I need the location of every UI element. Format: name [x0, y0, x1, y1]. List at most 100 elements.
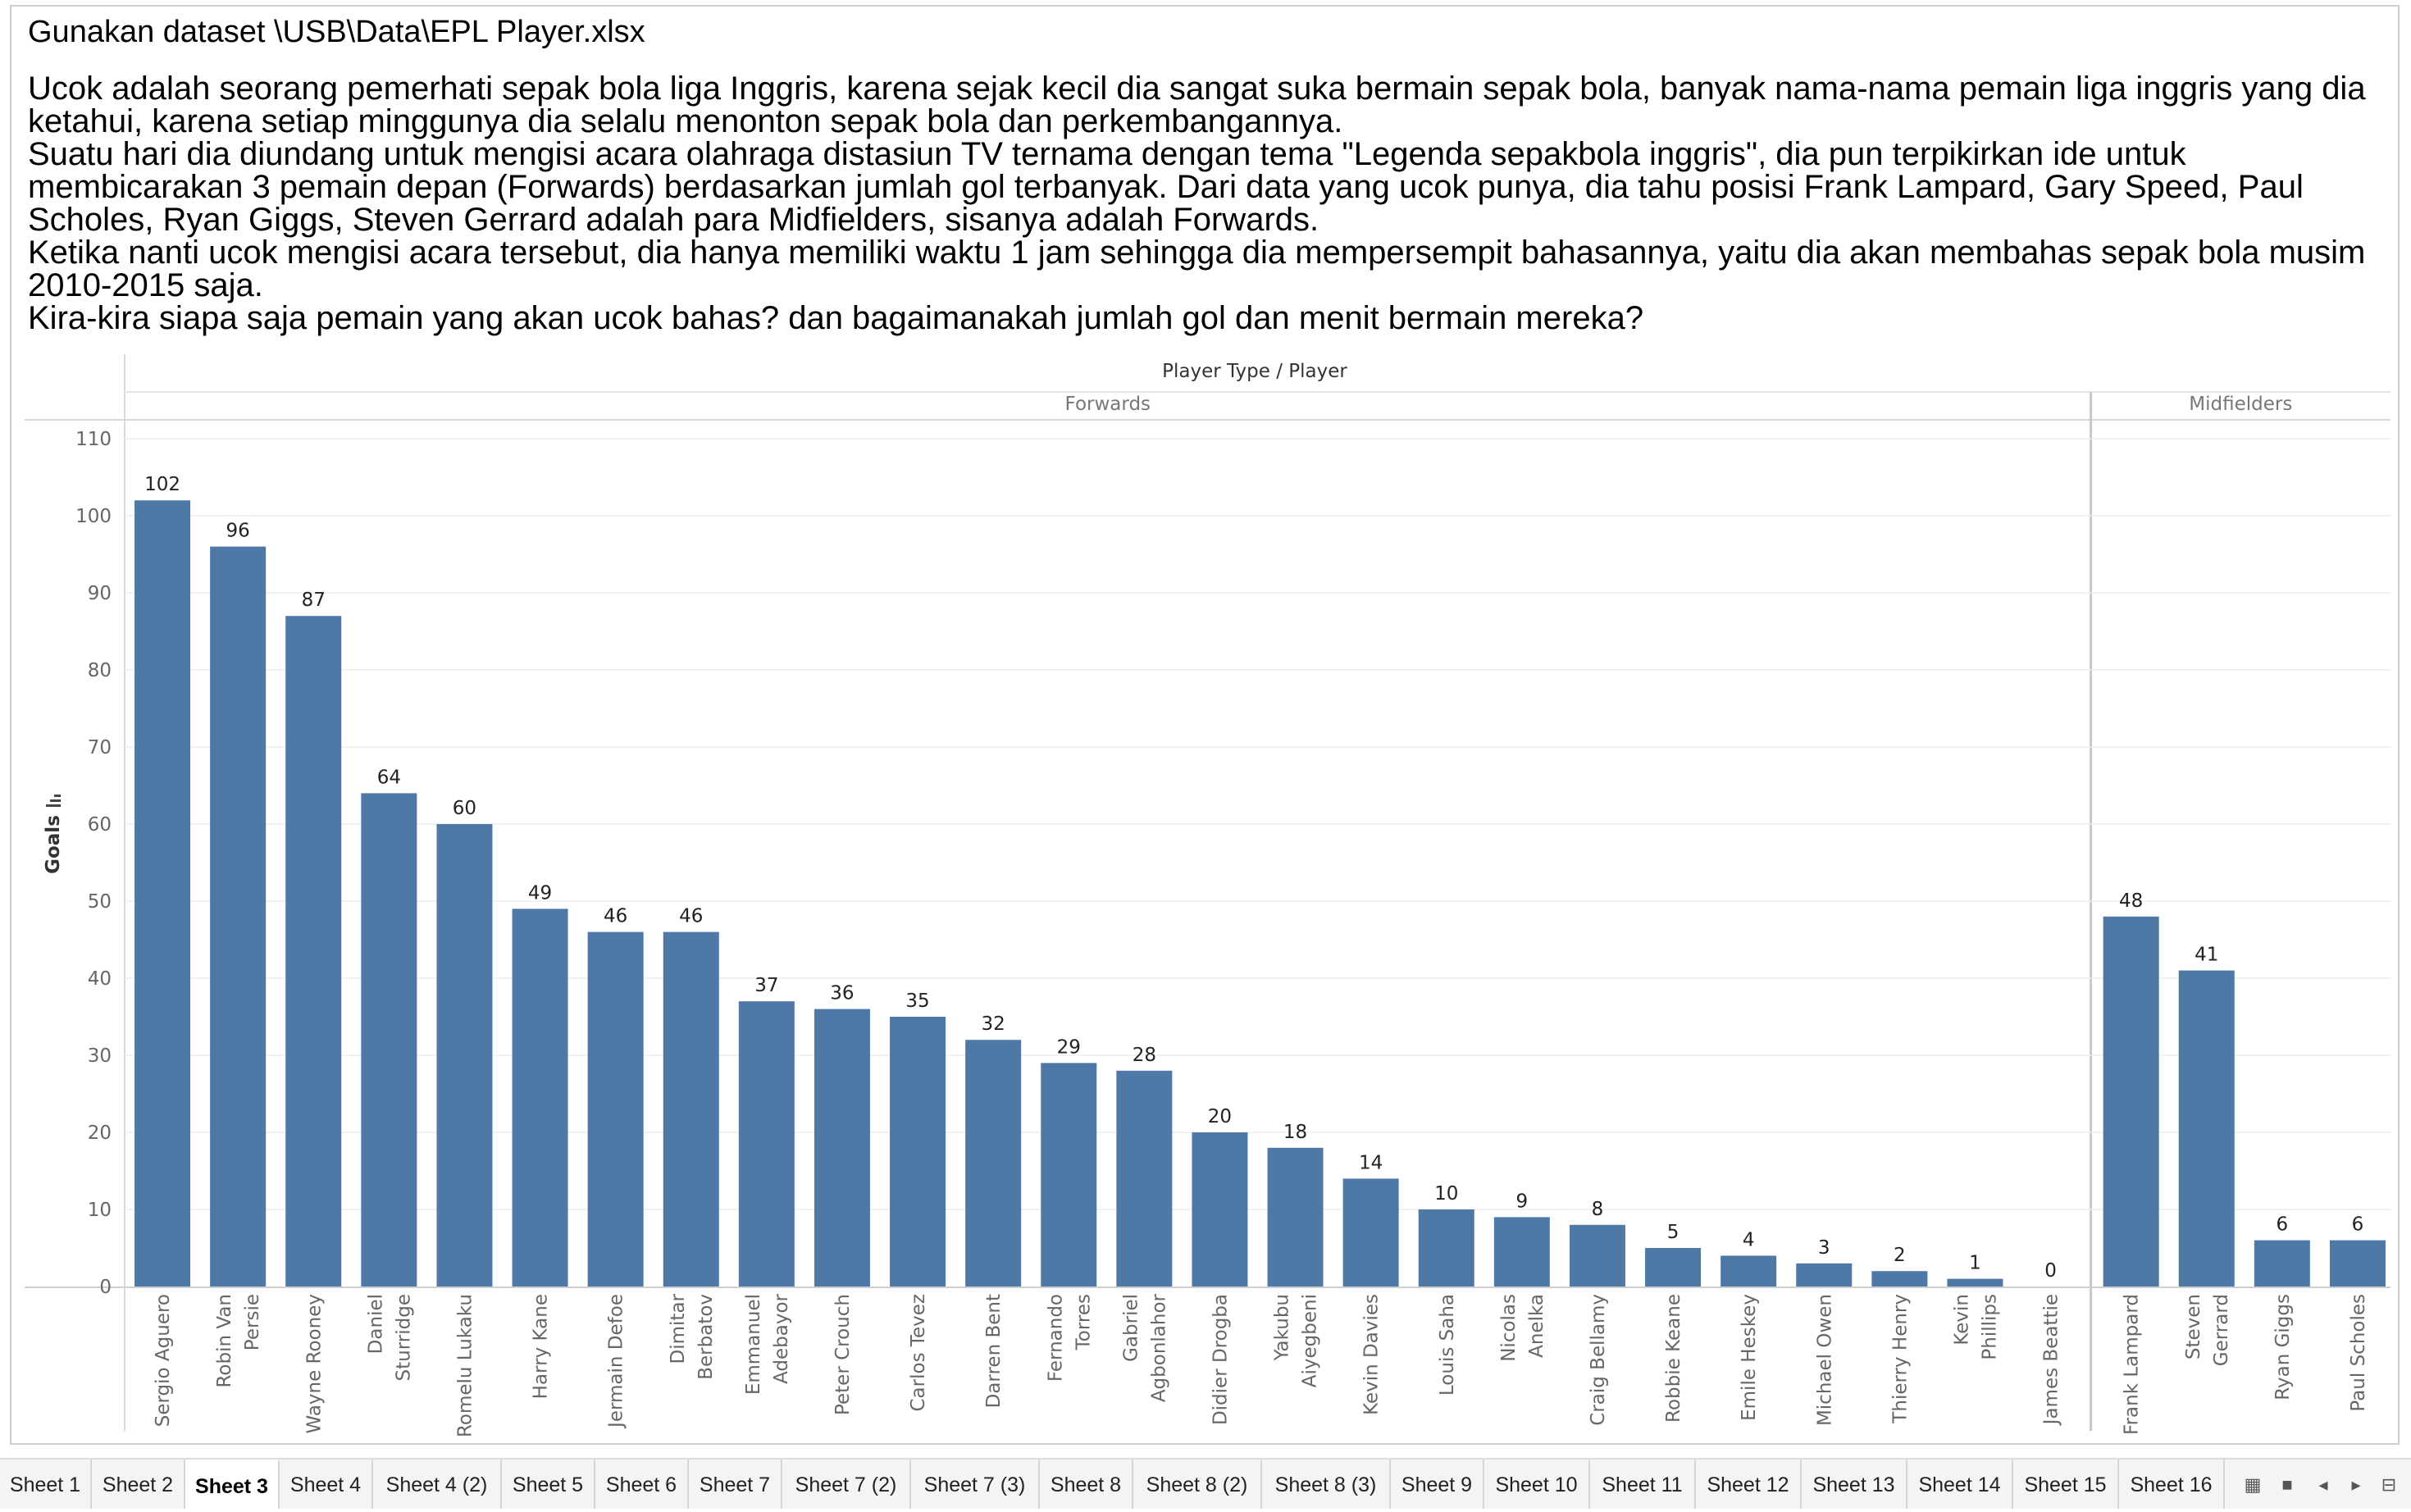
x-tick-label[interactable]: Kevin Davies	[1361, 1294, 1383, 1415]
group-header-forwards[interactable]: Forwards	[1065, 394, 1151, 415]
sheet-tab[interactable]: Sheet 8 (3)	[1262, 1460, 1391, 1509]
sheet-tab[interactable]: Sheet 4 (2)	[373, 1460, 502, 1509]
x-tick-label[interactable]: Harry Kane	[531, 1294, 552, 1399]
x-tick-label[interactable]: Robbie Keane	[1663, 1294, 1684, 1423]
x-tick-label[interactable]: Sturridge	[393, 1294, 414, 1381]
x-tick-label[interactable]: Kevin	[1951, 1294, 1972, 1346]
bar[interactable]	[2103, 916, 2159, 1287]
bar[interactable]	[1418, 1209, 1474, 1287]
sheet-tab[interactable]: Sheet 2	[92, 1460, 185, 1509]
x-tick-label[interactable]: Emile Heskey	[1739, 1294, 1760, 1421]
x-tick-label[interactable]: Jermain Defoe	[606, 1294, 627, 1429]
x-tick-label[interactable]: Steven	[2183, 1294, 2204, 1359]
x-tick-label[interactable]: Persie	[242, 1294, 263, 1350]
bar[interactable]	[1116, 1070, 1173, 1287]
sheet-tab[interactable]: Sheet 1	[0, 1460, 92, 1509]
x-tick-label[interactable]: Thierry Henry	[1889, 1294, 1911, 1424]
bar[interactable]	[1947, 1278, 2003, 1287]
x-tick-label[interactable]: Romelu Lukaku	[454, 1294, 476, 1437]
sheet-tab[interactable]: Sheet 8 (2)	[1133, 1460, 1262, 1509]
bar[interactable]	[1192, 1132, 1248, 1287]
grid-view-icon[interactable]: ▦	[2244, 1474, 2262, 1495]
x-tick-label[interactable]: Torres	[1073, 1294, 1094, 1350]
x-tick-label[interactable]: Aiyegbeni	[1300, 1294, 1321, 1387]
bar[interactable]	[2178, 970, 2235, 1287]
group-header-midfielders[interactable]: Midfielders	[2189, 394, 2292, 415]
sheet-tab[interactable]: Sheet 7	[689, 1460, 782, 1509]
bar[interactable]	[210, 546, 267, 1287]
x-tick-label[interactable]: Craig Bellamy	[1588, 1294, 1609, 1426]
x-tick-label[interactable]: Agbonlahor	[1148, 1293, 1169, 1402]
x-tick-label[interactable]: Berbatov	[695, 1294, 717, 1380]
x-tick-label[interactable]: Adebayor	[771, 1293, 792, 1383]
x-tick-label[interactable]: Carlos Tevez	[908, 1294, 929, 1412]
bar[interactable]	[2329, 1240, 2386, 1287]
bar[interactable]	[738, 1001, 795, 1287]
bar[interactable]	[1871, 1271, 1928, 1287]
sheet-tab[interactable]: Sheet 12	[1696, 1460, 1802, 1509]
bar[interactable]	[1645, 1248, 1702, 1287]
x-tick-label[interactable]: Emmanuel	[743, 1294, 764, 1395]
x-tick-label[interactable]: Daniel	[365, 1294, 386, 1354]
bar[interactable]	[1796, 1263, 1853, 1287]
x-tick-label[interactable]: Paul Scholes	[2348, 1294, 2369, 1412]
bar[interactable]	[587, 931, 644, 1287]
x-tick-label[interactable]: Michael Owen	[1814, 1294, 1835, 1426]
bar[interactable]	[663, 931, 719, 1287]
bar[interactable]	[1721, 1255, 1777, 1287]
sheet-tab[interactable]: Sheet 4	[280, 1460, 373, 1509]
bar[interactable]	[285, 616, 342, 1287]
x-tick-label[interactable]: Phillips	[1979, 1294, 2000, 1360]
sheet-tab[interactable]: Sheet 6	[595, 1460, 689, 1509]
sheet-tab[interactable]: Sheet 13	[1802, 1460, 1907, 1509]
x-tick-label[interactable]: Darren Bent	[983, 1294, 1005, 1408]
x-tick-label[interactable]: Peter Crouch	[832, 1294, 854, 1415]
previous-sheet-icon[interactable]: ◂	[2318, 1474, 2328, 1495]
sheet-tab[interactable]: Sheet 9	[1391, 1460, 1484, 1509]
sheet-tab[interactable]: Sheet 16	[2119, 1460, 2225, 1509]
x-tick-label[interactable]: Robin Van	[214, 1294, 235, 1388]
filmstrip-view-icon[interactable]: ■	[2281, 1474, 2293, 1495]
bar[interactable]	[1342, 1178, 1399, 1287]
x-tick-label[interactable]: Louis Saha	[1437, 1294, 1458, 1396]
x-tick-label[interactable]: Sergio Aguero	[153, 1294, 174, 1427]
bar[interactable]	[1569, 1224, 1625, 1287]
sheet-tab[interactable]: Sheet 8	[1040, 1460, 1133, 1509]
x-tick-label[interactable]: Fernando	[1045, 1294, 1066, 1382]
bar[interactable]	[890, 1017, 946, 1287]
next-sheet-icon[interactable]: ▸	[2351, 1474, 2361, 1495]
presentation-icon[interactable]: ⊟	[2381, 1474, 2397, 1495]
sheet-tab[interactable]: Sheet 15	[2013, 1460, 2119, 1509]
sort-icon[interactable]	[46, 795, 61, 807]
x-tick-label[interactable]: Gabriel	[1120, 1294, 1142, 1362]
x-tick-label[interactable]: Frank Lampard	[2122, 1294, 2143, 1435]
sheet-tab[interactable]: Sheet 3	[185, 1460, 280, 1509]
bar[interactable]	[1041, 1063, 1097, 1287]
sheet-tab[interactable]: Sheet 7 (3)	[911, 1460, 1040, 1509]
sheet-tab[interactable]: Sheet 5	[502, 1460, 595, 1509]
y-axis-title[interactable]: Goals	[43, 815, 64, 874]
bar[interactable]	[436, 824, 493, 1287]
x-tick-label[interactable]: Wayne Rooney	[303, 1294, 325, 1433]
bar[interactable]	[1267, 1147, 1324, 1287]
bar[interactable]	[965, 1040, 1022, 1287]
bar[interactable]	[361, 793, 417, 1287]
x-tick-label[interactable]: James Beattie	[2041, 1294, 2062, 1426]
x-tick-label[interactable]: Ryan Giggs	[2272, 1294, 2294, 1400]
x-tick-label[interactable]: Anelka	[1526, 1294, 1547, 1358]
sheet-tab[interactable]: Sheet 10	[1484, 1460, 1590, 1509]
sheet-tab[interactable]: Sheet 7 (2)	[782, 1460, 911, 1509]
column-header-title[interactable]: Player Type / Player	[1162, 361, 1347, 382]
x-tick-label[interactable]: Yakubu	[1272, 1294, 1293, 1361]
bar[interactable]	[814, 1009, 870, 1287]
x-tick-label[interactable]: Dimitar	[668, 1293, 689, 1364]
bar[interactable]	[2254, 1240, 2310, 1287]
x-tick-label[interactable]: Didier Drogba	[1210, 1294, 1231, 1425]
bar[interactable]	[512, 909, 568, 1287]
sheet-tab[interactable]: Sheet 14	[1907, 1460, 2013, 1509]
bar[interactable]	[134, 500, 191, 1287]
x-tick-label[interactable]: Nicolas	[1498, 1294, 1520, 1362]
sheet-tab[interactable]: Sheet 11	[1590, 1460, 1696, 1509]
bar[interactable]	[1493, 1217, 1550, 1287]
x-tick-label[interactable]: Gerrard	[2211, 1294, 2232, 1366]
